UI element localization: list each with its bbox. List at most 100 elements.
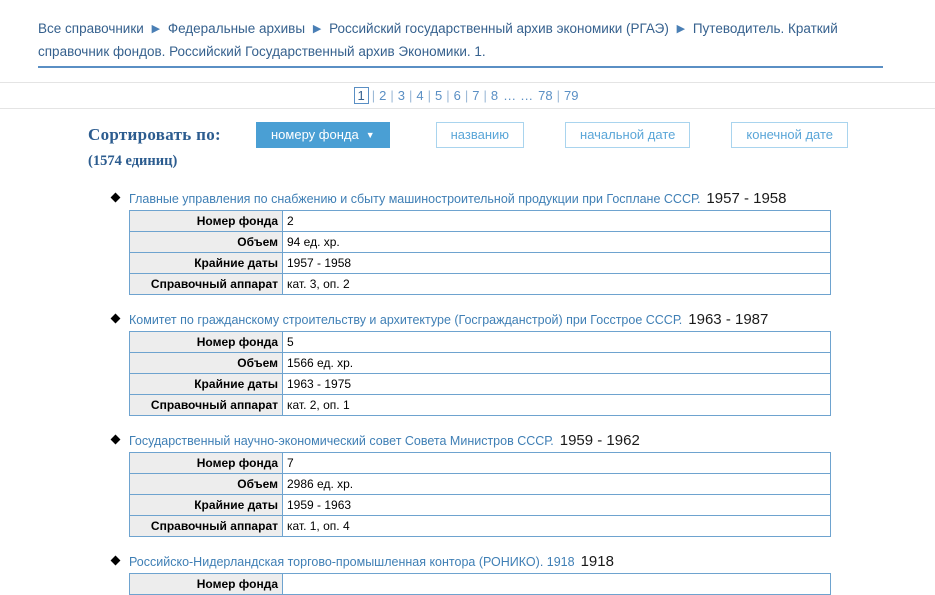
table-row: Крайние даты 1957 - 1958	[129, 252, 831, 274]
record-date-range: 1957 - 1958	[706, 190, 787, 207]
label-fund-number: Номер фонда	[129, 452, 283, 474]
chevron-right-icon: ▶	[312, 23, 322, 35]
list-item: Комитет по гражданскому строительству и …	[110, 311, 935, 416]
value-volume: 94 ед. хр.	[282, 231, 831, 253]
record-date-range: 1959 - 1962	[559, 432, 640, 449]
record-date-range: 1918	[580, 553, 614, 570]
value-reference: кат. 2, оп. 1	[282, 394, 831, 416]
value-volume: 2986 ед. хр.	[282, 473, 831, 495]
sort-button-fund-number-label: номеру фонда	[271, 127, 359, 142]
chevron-right-icon: ▶	[151, 23, 161, 35]
record-title-link[interactable]: Российско-Нидерландская торгово-промышле…	[129, 555, 575, 569]
page-link-79[interactable]: 79	[564, 87, 579, 103]
page-link-8[interactable]: 8	[490, 87, 499, 103]
table-row: Номер фонда 7	[129, 452, 831, 474]
sort-button-start-date[interactable]: начальной дате	[565, 122, 691, 148]
value-fund-number: 7	[282, 452, 831, 474]
label-volume: Объем	[129, 352, 283, 374]
record-title-link[interactable]: Комитет по гражданскому строительству и …	[129, 313, 683, 327]
record-header: Комитет по гражданскому строительству и …	[110, 311, 935, 328]
value-volume: 1566 ед. хр.	[282, 352, 831, 374]
sort-button-group: номеру фонда ▼ названию начальной дате к…	[256, 122, 849, 148]
sort-button-name[interactable]: названию	[435, 122, 525, 148]
breadcrumb-item-guide[interactable]: Путеводитель. Краткий справочник фондов.…	[38, 21, 838, 59]
table-row: Объем 2986 ед. хр.	[129, 473, 831, 495]
sort-button-fund-number[interactable]: номеру фонда ▼	[256, 122, 390, 148]
breadcrumb-item-federal-archives[interactable]: Федеральные архивы	[167, 21, 306, 36]
value-extreme-dates: 1957 - 1958	[282, 252, 831, 274]
record-details-table: Номер фонда 2 Объем 94 ед. хр. Крайние д…	[129, 210, 831, 295]
pagination-ellipsis-left: …	[503, 87, 517, 103]
pagination-separator: |	[409, 87, 413, 103]
record-list: Главные управления по снабжению и сбыту …	[0, 190, 935, 595]
label-fund-number: Номер фонда	[129, 210, 283, 232]
page-link-6[interactable]: 6	[453, 87, 461, 103]
label-fund-number: Номер фонда	[129, 573, 283, 595]
record-header: Главные управления по снабжению и сбыту …	[110, 190, 935, 207]
page-link-1[interactable]: 1	[353, 86, 369, 104]
record-details-table: Номер фонда 5 Объем 1566 ед. хр. Крайние…	[129, 331, 831, 416]
table-row: Объем 1566 ед. хр.	[129, 352, 831, 374]
page-link-7[interactable]: 7	[472, 87, 480, 103]
table-row: Номер фонда 2	[129, 210, 831, 232]
pagination: 1 | 2 | 3 | 4 | 5 | 6 | 7 | 8…… 78 | 79	[353, 86, 582, 104]
record-details-table: Номер фонда 7 Объем 2986 ед. хр. Крайние…	[129, 452, 831, 537]
table-row: Крайние даты 1963 - 1975	[129, 373, 831, 395]
value-extreme-dates: 1963 - 1975	[282, 373, 831, 395]
table-row: Номер фонда 5	[129, 331, 831, 353]
page-link-4[interactable]: 4	[416, 87, 424, 103]
table-row: Справочный аппарат кат. 1, оп. 4	[129, 515, 831, 537]
label-volume: Объем	[129, 473, 283, 495]
table-row: Объем 94 ед. хр.	[129, 231, 831, 253]
breadcrumb-region: Все справочники ▶ Федеральные архивы ▶ Р…	[0, 0, 935, 68]
pagination-separator: |	[464, 87, 469, 103]
sort-bar: Сортировать по: (1574 единиц) номеру фон…	[0, 122, 935, 170]
page-link-5[interactable]: 5	[435, 87, 443, 103]
chevron-right-icon: ▶	[676, 23, 686, 35]
list-item: Российско-Нидерландская торгово-промышле…	[110, 553, 935, 595]
breadcrumb-item-rgae[interactable]: Российский государственный архив экономи…	[329, 21, 669, 36]
record-title-link[interactable]: Главные управления по снабжению и сбыту …	[129, 192, 701, 206]
value-fund-number	[282, 573, 831, 595]
record-header: Государственный научно-экономический сов…	[110, 432, 935, 449]
value-reference: кат. 3, оп. 2	[282, 273, 831, 295]
list-item: Главные управления по снабжению и сбыту …	[110, 190, 935, 295]
table-row: Крайние даты 1959 - 1963	[129, 494, 831, 516]
page-link-78[interactable]: 78	[538, 87, 553, 103]
sort-label-column: Сортировать по: (1574 единиц)	[88, 122, 256, 170]
breadcrumb-item-all-guides[interactable]: Все справочники	[38, 21, 144, 36]
breadcrumb: Все справочники ▶ Федеральные архивы ▶ Р…	[38, 18, 883, 68]
sort-button-end-date[interactable]: конечной дате	[731, 122, 849, 148]
table-row: Справочный аппарат кат. 2, оп. 1	[129, 394, 831, 416]
label-extreme-dates: Крайние даты	[129, 494, 283, 516]
table-row: Номер фонда	[129, 573, 831, 595]
record-title-link[interactable]: Государственный научно-экономический сов…	[129, 434, 554, 448]
pagination-separator: |	[446, 87, 450, 103]
label-extreme-dates: Крайние даты	[129, 252, 283, 274]
value-fund-number: 5	[282, 331, 831, 353]
pagination-separator: |	[427, 87, 432, 103]
list-item: Государственный научно-экономический сов…	[110, 432, 935, 537]
bullet-icon	[110, 313, 121, 324]
value-reference: кат. 1, оп. 4	[282, 515, 831, 537]
pagination-separator: |	[390, 87, 394, 103]
record-header: Российско-Нидерландская торгово-промышле…	[110, 553, 935, 570]
label-volume: Объем	[129, 231, 283, 253]
chevron-down-icon: ▼	[365, 130, 375, 140]
label-reference: Справочный аппарат	[129, 394, 283, 416]
page-link-2[interactable]: 2	[379, 87, 387, 103]
label-extreme-dates: Крайние даты	[129, 373, 283, 395]
pagination-separator: |	[371, 87, 376, 103]
bullet-icon	[110, 192, 121, 203]
value-fund-number: 2	[282, 210, 831, 232]
value-extreme-dates: 1959 - 1963	[282, 494, 831, 516]
table-row: Справочный аппарат кат. 3, оп. 2	[129, 273, 831, 295]
sort-by-label: Сортировать по:	[88, 125, 221, 144]
label-fund-number: Номер фонда	[129, 331, 283, 353]
bullet-icon	[110, 434, 121, 445]
pagination-ellipsis-right: …	[520, 87, 534, 103]
page-link-3[interactable]: 3	[397, 87, 406, 103]
label-reference: Справочный аппарат	[129, 515, 283, 537]
label-reference: Справочный аппарат	[129, 273, 283, 295]
pagination-bar: 1 | 2 | 3 | 4 | 5 | 6 | 7 | 8…… 78 | 79	[0, 82, 935, 109]
